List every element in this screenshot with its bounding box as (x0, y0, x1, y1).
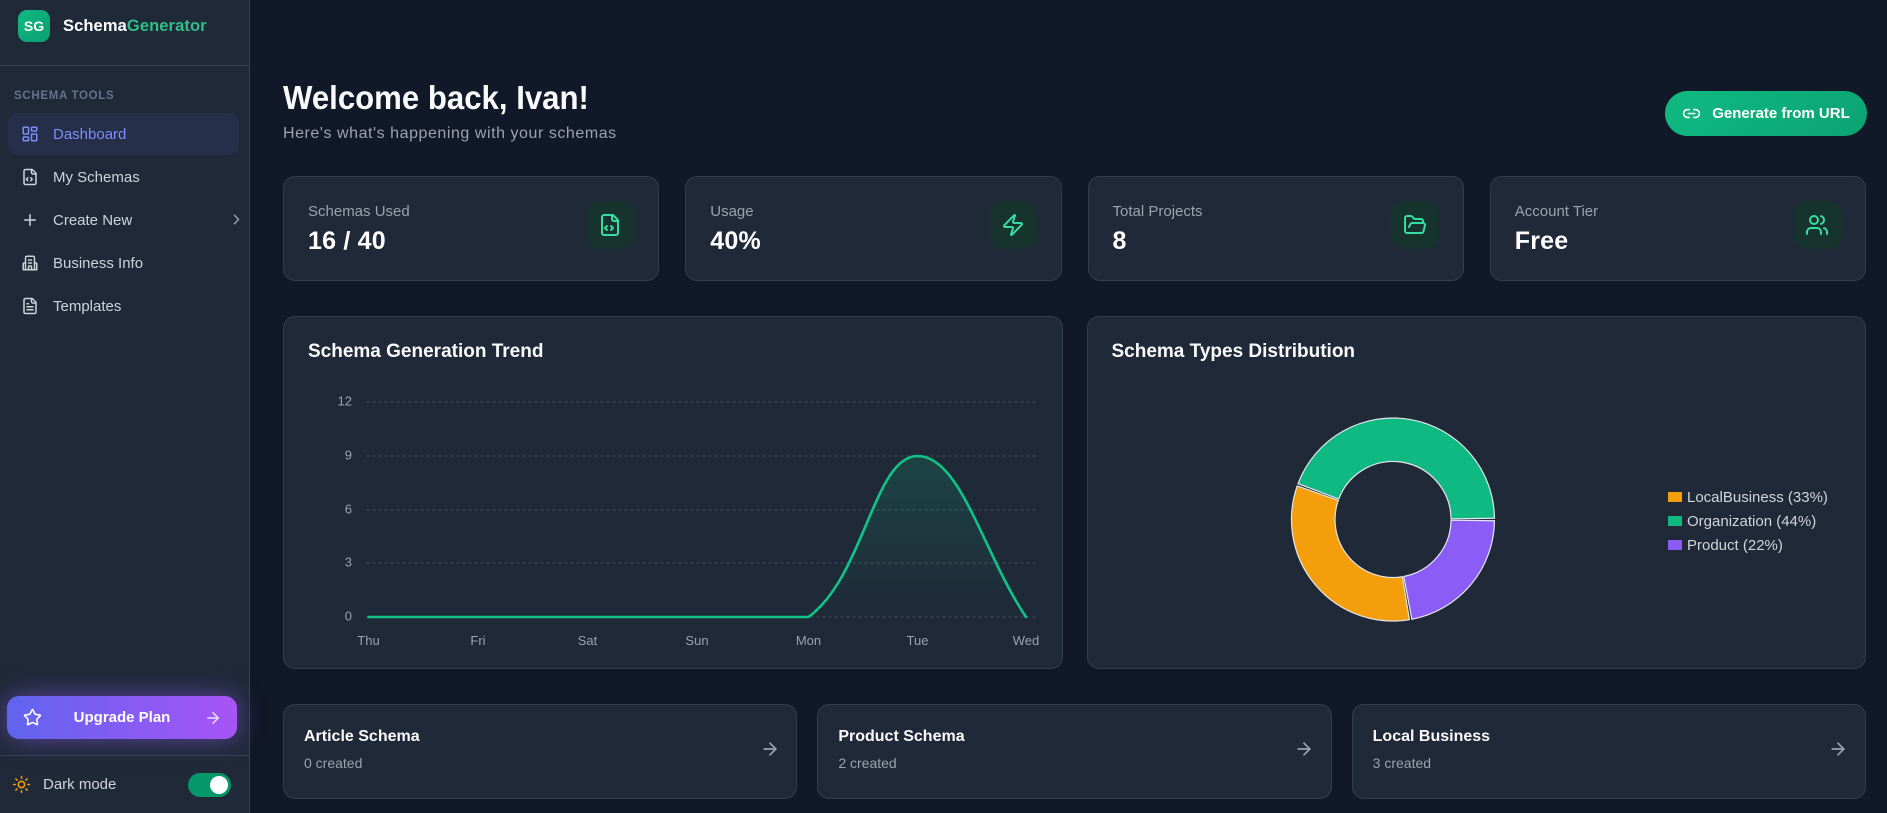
svg-text:6: 6 (345, 502, 352, 517)
svg-text:Sun: Sun (685, 633, 708, 648)
svg-text:9: 9 (345, 448, 352, 463)
svg-text:Thu: Thu (357, 633, 379, 648)
svg-text:Wed: Wed (1013, 633, 1040, 648)
svg-text:Mon: Mon (796, 633, 821, 648)
svg-text:12: 12 (338, 394, 352, 409)
svg-text:Fri: Fri (470, 633, 485, 648)
svg-text:3: 3 (345, 555, 352, 570)
svg-text:Tue: Tue (907, 633, 929, 648)
svg-text:Sat: Sat (578, 633, 598, 648)
svg-text:0: 0 (345, 609, 352, 624)
